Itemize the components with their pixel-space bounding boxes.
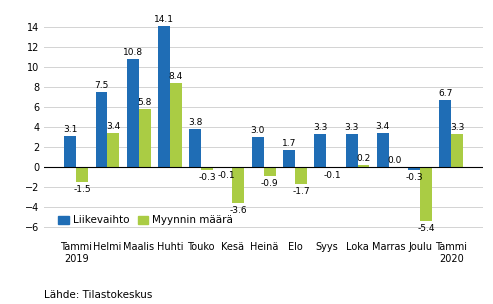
Bar (107, 133, 119, 167)
Text: 3.4: 3.4 (106, 122, 120, 131)
Bar (189, 129, 201, 167)
Bar (264, 167, 276, 176)
Bar (326, 167, 338, 168)
Text: -0.1: -0.1 (218, 171, 235, 180)
Bar (64, 136, 76, 167)
Bar (220, 167, 233, 168)
Legend: Liikevaihto, Myynnin määrä: Liikevaihto, Myynnin määrä (54, 211, 237, 230)
Text: -3.6: -3.6 (230, 206, 247, 215)
Text: 0.0: 0.0 (387, 156, 402, 165)
Text: 3.3: 3.3 (345, 123, 359, 132)
Text: 3.8: 3.8 (188, 118, 203, 127)
Text: 3.1: 3.1 (63, 125, 77, 134)
Bar (377, 133, 389, 167)
Text: 3.3: 3.3 (450, 123, 464, 132)
Bar (346, 134, 357, 167)
Text: 3.0: 3.0 (250, 126, 265, 135)
Bar (408, 167, 420, 170)
Text: 3.4: 3.4 (376, 122, 390, 131)
Text: 5.8: 5.8 (138, 98, 152, 107)
Bar (451, 134, 463, 167)
Text: -0.1: -0.1 (323, 171, 341, 180)
Text: 10.8: 10.8 (123, 48, 143, 57)
Bar (420, 167, 432, 221)
Text: -0.9: -0.9 (261, 179, 279, 188)
Bar (96, 92, 107, 167)
Text: -1.5: -1.5 (73, 185, 91, 194)
Bar (233, 167, 245, 203)
Bar (295, 167, 307, 184)
Bar (76, 167, 88, 182)
Bar (252, 137, 264, 167)
Bar (170, 83, 182, 167)
Bar (139, 109, 150, 167)
Bar (315, 134, 326, 167)
Text: Lähde: Tilastokeskus: Lähde: Tilastokeskus (44, 290, 153, 300)
Text: 8.4: 8.4 (169, 72, 183, 81)
Bar (283, 150, 295, 167)
Text: 0.2: 0.2 (356, 154, 371, 163)
Text: -0.3: -0.3 (198, 173, 216, 181)
Text: 7.5: 7.5 (94, 81, 108, 90)
Text: -5.4: -5.4 (417, 224, 435, 233)
Text: 6.7: 6.7 (438, 89, 453, 98)
Text: 3.3: 3.3 (313, 123, 327, 132)
Text: 14.1: 14.1 (154, 15, 174, 24)
Text: -0.3: -0.3 (405, 173, 423, 181)
Bar (127, 59, 139, 167)
Text: 1.7: 1.7 (282, 139, 296, 148)
Text: -1.7: -1.7 (292, 187, 310, 195)
Bar (158, 26, 170, 167)
Bar (357, 165, 369, 167)
Bar (439, 100, 451, 167)
Bar (201, 167, 213, 170)
